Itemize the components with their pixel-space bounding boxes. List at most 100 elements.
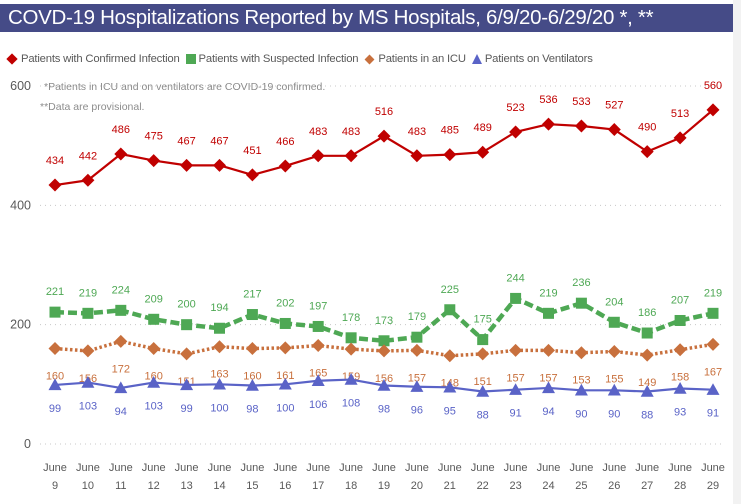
x-tick-label-month: June: [701, 462, 725, 474]
data-label: 219: [79, 287, 97, 299]
x-tick-label-day: 16: [279, 480, 291, 492]
legend-label: Patients in an ICU: [378, 53, 466, 65]
data-label: 236: [572, 277, 590, 289]
data-point-triangle: [410, 380, 424, 392]
x-tick-label-month: June: [405, 462, 429, 474]
data-point-triangle: [673, 382, 687, 394]
data-label: 155: [605, 374, 623, 386]
data-point-diamond: [344, 149, 358, 163]
data-point-diamond: [114, 147, 128, 161]
x-axis: June 9 June 10 June 11 June 12 June 13 June 14 June 1…: [43, 462, 725, 492]
data-label: 157: [539, 372, 557, 384]
y-axis: 0 200 400 600: [10, 79, 31, 451]
data-label: 96: [411, 405, 423, 417]
data-label: 485: [441, 125, 459, 137]
data-label: 158: [671, 372, 689, 384]
data-label: 217: [243, 289, 261, 301]
data-label: 157: [506, 372, 524, 384]
x-tick-label-month: June: [306, 462, 330, 474]
series-patients-in-an-icu: 1601561721601511631601611651591561571481…: [46, 334, 722, 390]
x-tick-label-month: June: [76, 462, 100, 474]
data-label: 103: [79, 401, 97, 413]
data-label: 513: [671, 108, 689, 120]
y-tick-label: 600: [10, 79, 31, 93]
footnote-provisional: **Data are provisional.: [40, 101, 144, 113]
data-point-diamond: [147, 154, 161, 168]
data-label: 204: [605, 296, 623, 308]
x-tick-label-day: 25: [575, 480, 587, 492]
data-label: 98: [246, 404, 258, 416]
data-point-square: [477, 334, 489, 346]
data-label: 94: [542, 406, 554, 418]
data-label: 533: [572, 96, 590, 108]
data-point-square: [82, 307, 94, 319]
data-point-square: [181, 319, 193, 331]
legend-item-icu: Patients in an ICU: [364, 53, 466, 65]
data-point-diamond: [147, 342, 161, 356]
series-line: [54, 109, 714, 187]
data-label: 207: [671, 294, 689, 306]
data-point-diamond: [344, 342, 358, 356]
data-point-triangle: [443, 380, 457, 393]
x-tick-label-month: June: [273, 462, 297, 474]
data-point-diamond: [673, 343, 687, 357]
data-point-diamond: [410, 343, 424, 357]
data-point-square: [444, 304, 456, 316]
x-tick-label-day: 18: [345, 480, 357, 492]
x-tick-label-day: 19: [378, 480, 390, 492]
data-point-diamond: [476, 145, 490, 159]
blue-triangle-icon: [471, 54, 482, 64]
data-label: 99: [180, 403, 192, 415]
data-point-square: [115, 304, 127, 316]
data-label: 467: [177, 135, 195, 147]
x-tick-label-month: June: [372, 462, 396, 474]
x-tick-label-month: June: [471, 462, 495, 474]
data-label: 486: [112, 124, 130, 136]
x-tick-label-day: 12: [148, 480, 160, 492]
data-point-diamond: [81, 173, 95, 187]
data-label: 200: [177, 299, 195, 311]
x-tick-label-month: June: [339, 462, 363, 474]
data-point-diamond: [114, 334, 128, 348]
data-point-diamond: [81, 344, 95, 358]
data-point-triangle: [542, 381, 555, 394]
x-tick-label-day: 23: [509, 480, 521, 492]
x-tick-label-day: 21: [444, 480, 456, 492]
data-point-diamond: [509, 343, 523, 357]
legend-label: Patients on Ventilators: [484, 53, 593, 65]
data-point-square: [345, 332, 357, 344]
data-point-triangle: [147, 376, 161, 388]
data-point-triangle: [180, 378, 194, 391]
data-label: 197: [309, 300, 327, 312]
data-label: 483: [408, 126, 426, 138]
data-label: 100: [276, 402, 294, 414]
data-point-square: [510, 292, 522, 304]
data-point-diamond: [278, 341, 292, 355]
data-label: 489: [474, 122, 492, 134]
data-label: 172: [112, 363, 130, 375]
series-line: [54, 339, 714, 358]
x-tick-label-month: June: [438, 462, 462, 474]
data-label: 560: [704, 80, 722, 92]
x-tick-label-day: 10: [82, 480, 94, 492]
data-label: 202: [276, 297, 294, 309]
data-label: 224: [112, 284, 130, 296]
footnote-icu-ventilators: *Patients in ICU and on ventilators are …: [44, 81, 325, 93]
x-tick-label-month: June: [635, 462, 659, 474]
data-label: 434: [46, 155, 64, 167]
data-point-diamond: [245, 342, 259, 356]
x-tick-label-month: June: [602, 462, 626, 474]
x-tick-label-month: June: [240, 462, 264, 474]
data-label: 91: [509, 408, 521, 420]
data-label: 94: [115, 406, 127, 418]
x-tick-label-month: June: [109, 462, 133, 474]
x-tick-label-day: 27: [641, 480, 653, 492]
data-label: 156: [375, 373, 393, 385]
data-point-square: [608, 316, 620, 328]
series-patients-on-ventilators: 99 103 94 103 99 100 98 100 106 108 98 96 95 88 91 94 90…: [48, 373, 720, 421]
green-square-icon: [185, 54, 196, 64]
data-label: 160: [243, 371, 261, 383]
data-label: 161: [276, 370, 294, 382]
data-label: 175: [474, 314, 492, 326]
